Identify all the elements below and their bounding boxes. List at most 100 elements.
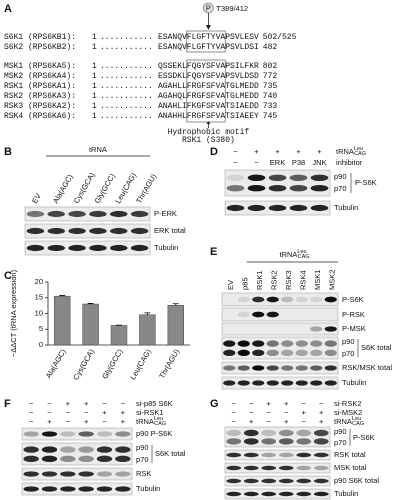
condition-sign: ERK — [270, 158, 285, 167]
protein-name: RSK1 (RPS6KA1): — [4, 82, 76, 91]
blot-label: Tubulin — [334, 489, 358, 498]
band — [78, 446, 94, 453]
band — [310, 326, 323, 332]
band — [296, 491, 312, 497]
blot-label: Tubulin — [334, 203, 358, 212]
bar — [53, 295, 71, 346]
seq-start: 1 — [92, 62, 97, 71]
bar — [167, 305, 185, 346]
error-bar — [144, 312, 151, 315]
lane-label: MSK1 — [313, 270, 322, 290]
blot — [24, 206, 151, 222]
blot — [221, 361, 339, 375]
y-tick-label: 20 — [35, 277, 43, 286]
band — [295, 296, 308, 303]
lane-label: RSK1 — [255, 270, 264, 290]
condition-sign: − — [29, 399, 34, 408]
blot-label: P-ERK — [154, 209, 177, 218]
sequence: ANAHLIFKGFSFVATSIAEDD — [158, 102, 259, 111]
trna-label: tRNALeu CAG — [136, 416, 166, 427]
condition-sign: − — [102, 399, 107, 408]
blot-label: Tubulin — [154, 243, 178, 252]
band — [237, 311, 250, 318]
condition-sign: − — [249, 408, 254, 417]
band — [289, 204, 308, 212]
band — [310, 340, 323, 347]
sequence: AGAHLLFRGFSFVATGLMEDD — [158, 82, 259, 91]
band — [23, 446, 39, 453]
band — [115, 471, 131, 477]
band — [96, 455, 113, 463]
band — [41, 455, 58, 463]
panel-label: G — [210, 398, 219, 410]
lane-label: RSK2 — [270, 270, 279, 290]
trna-sup: Leu — [297, 249, 306, 255]
condition-sign: − — [302, 417, 307, 426]
band — [243, 491, 259, 497]
band — [115, 431, 131, 437]
band — [237, 365, 250, 371]
band — [266, 311, 279, 318]
band — [324, 326, 337, 332]
seq-end: 772 — [263, 72, 278, 81]
lane-label: EV — [226, 280, 235, 290]
lane-label: RSK3 — [284, 270, 293, 290]
band — [26, 227, 45, 235]
condition-label: inhibitor — [336, 158, 363, 167]
condition-sign: + — [66, 399, 71, 408]
band — [223, 365, 236, 371]
band — [324, 380, 337, 386]
band — [78, 471, 94, 477]
trna-sub: CAG — [154, 421, 166, 427]
seq-gap: ........... — [100, 82, 153, 91]
group-label: tRNA — [89, 145, 107, 154]
band — [266, 365, 279, 371]
band — [47, 244, 65, 252]
blot-label: p90 — [136, 443, 149, 452]
condition-sign: + — [249, 417, 254, 426]
condition-sign: + — [319, 417, 324, 426]
blot — [24, 240, 151, 256]
band — [115, 446, 131, 453]
band — [289, 185, 308, 192]
band — [226, 185, 245, 192]
seq-gap: ........... — [100, 33, 153, 42]
blot — [21, 427, 133, 441]
condition-sign: − — [254, 158, 259, 167]
band — [252, 365, 265, 371]
band — [296, 465, 312, 471]
band — [68, 244, 86, 252]
band — [243, 452, 259, 458]
seq-gap: ........... — [100, 92, 153, 101]
condition-sign: + — [121, 417, 126, 426]
condition-sign: − — [319, 399, 324, 408]
seq-start: 1 — [92, 102, 97, 111]
blot — [221, 292, 339, 307]
band — [223, 349, 236, 357]
x-tick-label: Ala(AGC) — [44, 347, 68, 380]
band — [266, 349, 279, 357]
band — [226, 429, 242, 437]
band — [226, 491, 242, 497]
condition-sign: P38 — [292, 158, 305, 167]
panel-label: F — [4, 398, 11, 410]
condition-sign: − — [284, 408, 289, 417]
condition-sign: − — [84, 408, 89, 417]
condition-sign: − — [302, 399, 307, 408]
lane-label: MSK2 — [328, 270, 337, 290]
condition-sign: − — [47, 408, 52, 417]
condition-sign: + — [102, 408, 107, 417]
y-tick-label: 5 — [39, 324, 43, 333]
condition-sign: + — [317, 147, 322, 156]
lane-label: Thr(AGU) — [134, 172, 158, 205]
band — [266, 380, 279, 386]
band — [313, 452, 329, 458]
trna-sub: CAG — [298, 254, 310, 260]
band — [47, 227, 65, 235]
blot-label: p70 — [334, 184, 347, 193]
error-bar — [59, 295, 66, 297]
band — [252, 311, 265, 318]
blot-label: P-RSK — [342, 310, 365, 319]
sequence: ESANQVFLGFTYVAPSVLDSI — [158, 43, 259, 52]
blot — [224, 426, 331, 448]
